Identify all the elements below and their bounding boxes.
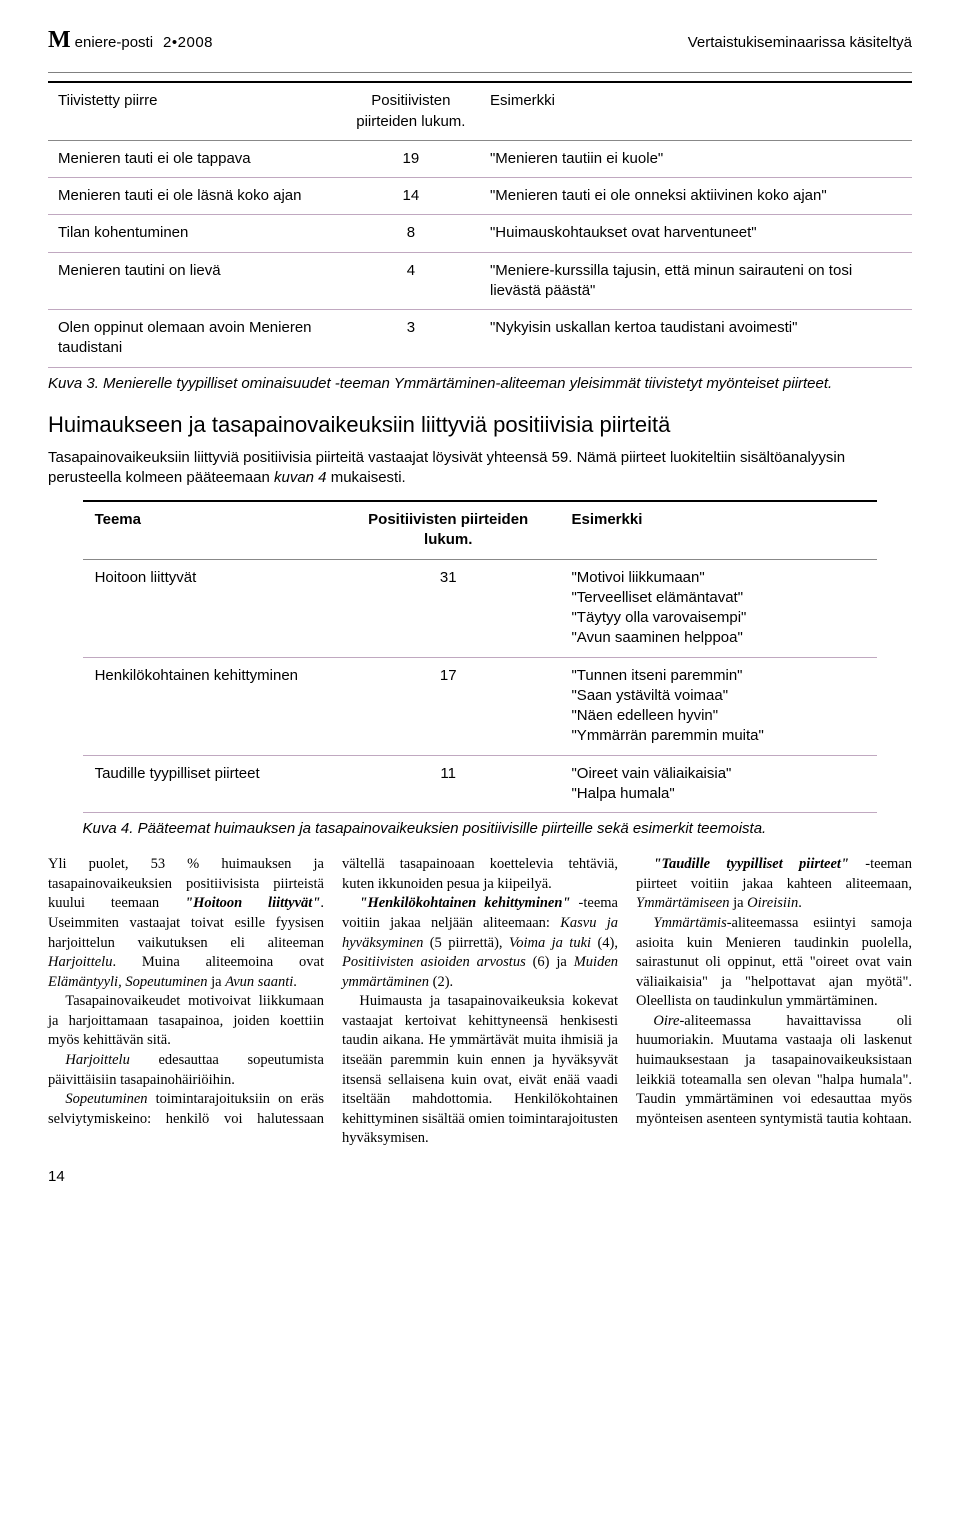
table-1: Tiivistetty piirre Positiivisten piirtei…	[48, 81, 912, 367]
section-label: Vertaistukiseminaarissa käsiteltyä	[688, 33, 912, 53]
body-text: . Muina aliteemoina ovat	[112, 954, 324, 970]
table-2-head-theme: Teema	[83, 501, 337, 559]
table-row: Menieren tauti ei ole tappava 19 "Menier…	[48, 140, 912, 177]
body-para-5: "Henkilökohtainen kehittyminen" -teema v…	[342, 894, 618, 992]
table-1-cell-count: 14	[342, 178, 480, 215]
body-text: .	[798, 895, 802, 911]
table-1-head-count: Positiivisten piirteiden lukum.	[342, 82, 480, 140]
body-em: Ymmärtämis	[653, 915, 726, 931]
header-rule	[48, 72, 912, 73]
body-text: -aliteemassa havaittavissa oli huumoriak…	[636, 1013, 912, 1127]
body-text: .	[293, 974, 297, 990]
body-para-1: Yli puolet, 53 % huimauksen ja tasapaino…	[48, 855, 324, 992]
table-1-cell-count: 4	[342, 252, 480, 310]
body-text: (6) ja	[526, 954, 574, 970]
section-heading: Huimaukseen ja tasapainovaikeuksiin liit…	[48, 410, 912, 440]
logo-glyph: M	[48, 24, 71, 56]
journal-title: eniere-posti	[75, 33, 153, 53]
body-columns: Yli puolet, 53 % huimauksen ja tasapaino…	[48, 855, 912, 1148]
table-1-head-feature: Tiivistetty piirre	[48, 82, 342, 140]
table-row: Hoitoon liittyvät 31 "Motivoi liikkumaan…	[83, 559, 878, 657]
table-2-cell-theme: Henkilökohtainen kehittyminen	[83, 657, 337, 755]
table-1-cell-count: 19	[342, 140, 480, 177]
body-text: (5 piirrettä),	[423, 935, 509, 951]
table-2-cell-theme: Hoitoon liittyvät	[83, 559, 337, 657]
table-1-cell-feature: Tilan kohentuminen	[48, 215, 342, 252]
table-1-cell-feature: Menieren tautini on lievä	[48, 252, 342, 310]
body-bold: "Hoitoon liittyvät"	[185, 895, 320, 911]
table-1-cell-feature: Menieren tauti ei ole läsnä koko ajan	[48, 178, 342, 215]
intro-em: kuvan 4	[274, 469, 327, 486]
body-em: Harjoittelu	[48, 954, 112, 970]
table-2-head-count: Positiivisten piirteiden lukum.	[337, 501, 560, 559]
table-1-cell-example: "Nykyisin uskallan kertoa taudistani avo…	[480, 310, 912, 368]
body-em: Voima ja tuki	[509, 935, 591, 951]
table-1-head-example: Esimerkki	[480, 82, 912, 140]
table-2-cell-count: 11	[337, 755, 560, 813]
table-1-cell-example: "Menieren tauti ei ole onneksi aktiivine…	[480, 178, 912, 215]
table-row: Taudille tyypilliset piirteet 11 "Oireet…	[83, 755, 878, 813]
body-bold: "Henkilökohtainen kehittyminen"	[359, 895, 570, 911]
section-intro: Tasapainovaikeuksiin liittyviä positiivi…	[48, 448, 912, 489]
table-row: Tilan kohentuminen 8 "Huimauskohtaukset …	[48, 215, 912, 252]
table-row: Henkilökohtainen kehittyminen 17 "Tunnen…	[83, 657, 878, 755]
body-em: Sopeutuminen	[65, 1091, 147, 1107]
table-2-cell-count: 31	[337, 559, 560, 657]
table-2-cell-example: "Tunnen itseni paremmin" "Saan ystäviltä…	[559, 657, 877, 755]
table-row: Menieren tautini on lievä 4 "Meniere-kur…	[48, 252, 912, 310]
table-1-cell-feature: Olen oppinut olemaan avoin Menieren taud…	[48, 310, 342, 368]
table-1-cell-example: "Meniere-kurssilla tajusin, että minun s…	[480, 252, 912, 310]
body-para-8: Ymmärtämis-aliteemassa esiintyi samoja a…	[636, 914, 912, 1012]
page-header: M eniere-posti 2•2008 Vertaistukiseminaa…	[48, 24, 912, 56]
body-em: Elämäntyyli, Sopeutuminen	[48, 974, 207, 990]
table-2: Teema Positiivisten piirteiden lukum. Es…	[83, 500, 878, 813]
table-2-cell-count: 17	[337, 657, 560, 755]
body-em: Ymmärtämiseen	[636, 895, 729, 911]
table-row: Menieren tauti ei ole läsnä koko ajan 14…	[48, 178, 912, 215]
body-para-6: Huimausta ja tasapainovaikeuksia kokevat…	[342, 992, 618, 1149]
table-1-caption: Kuva 3. Menierelle tyypilliset ominaisuu…	[48, 374, 912, 394]
table-2-cell-theme: Taudille tyypilliset piirteet	[83, 755, 337, 813]
body-para-9: Oire-aliteemassa havaittavissa oli huumo…	[636, 1012, 912, 1129]
body-para-2: Tasapainovaikeudet motivoivat liikkumaan…	[48, 992, 324, 1051]
table-2-cell-example: "Oireet vain väliaikaisia" "Halpa humala…	[559, 755, 877, 813]
body-em: Oireisiin	[747, 895, 798, 911]
table-1-cell-count: 8	[342, 215, 480, 252]
table-1-head-row: Tiivistetty piirre Positiivisten piirtei…	[48, 82, 912, 140]
table-2-head-row: Teema Positiivisten piirteiden lukum. Es…	[83, 501, 878, 559]
body-text: (2).	[429, 974, 453, 990]
table-2-cell-example: "Motivoi liikkumaan" "Terveelliset elämä…	[559, 559, 877, 657]
body-text: ja	[207, 974, 225, 990]
body-text: (4),	[591, 935, 618, 951]
intro-text-b: mukaisesti.	[327, 469, 406, 486]
body-para-3: Harjoittelu edesauttaa sopeutumista päiv…	[48, 1051, 324, 1090]
table-1-cell-example: "Huimauskohtaukset ovat harventuneet"	[480, 215, 912, 252]
body-text: ja	[729, 895, 747, 911]
table-row: Olen oppinut olemaan avoin Menieren taud…	[48, 310, 912, 368]
table-1-cell-count: 3	[342, 310, 480, 368]
body-em: Avun saanti	[225, 974, 293, 990]
body-em: Harjoittelu	[65, 1052, 129, 1068]
body-em: Oire	[653, 1013, 679, 1029]
table-2-caption: Kuva 4. Pääteemat huimauksen ja tasapain…	[83, 819, 912, 839]
table-1-cell-example: "Menieren tautiin ei kuole"	[480, 140, 912, 177]
page-number: 14	[48, 1167, 912, 1187]
header-left: M eniere-posti 2•2008	[48, 24, 213, 56]
intro-text-a: Tasapainovaikeuksiin liittyviä positiivi…	[48, 449, 845, 486]
table-1-cell-feature: Menieren tauti ei ole tappava	[48, 140, 342, 177]
body-bold: "Taudille tyypilliset piirteet"	[653, 856, 849, 872]
table-2-head-example: Esimerkki	[559, 501, 877, 559]
body-em: Positiivisten asioiden arvostus	[342, 954, 526, 970]
issue-number: 2•2008	[163, 33, 213, 53]
body-para-7: "Taudille tyypilliset piirteet" -teeman …	[636, 855, 912, 914]
